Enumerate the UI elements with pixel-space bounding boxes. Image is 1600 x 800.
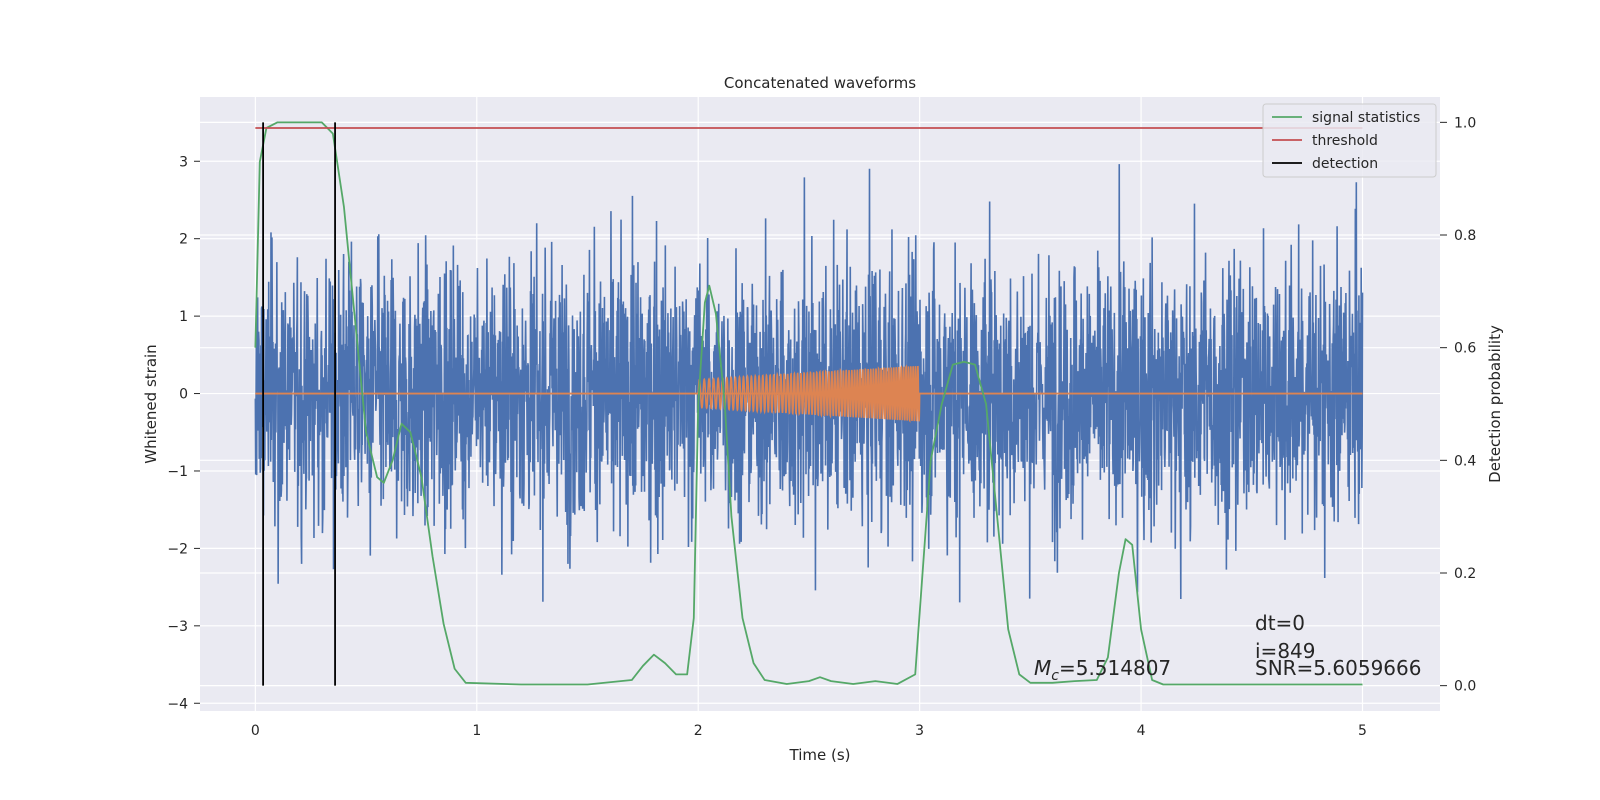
annotations: Mc=5.514807 dt=0 i=849 SNR=5.6059666 xyxy=(1034,611,1421,684)
y2-tick-label: 0.2 xyxy=(1454,566,1476,582)
y-tick-label: 2 xyxy=(179,232,188,248)
chart-title: Concatenated waveforms xyxy=(724,74,916,92)
x-axis-label: Time (s) xyxy=(789,746,851,764)
y2-tick-label: 0.0 xyxy=(1454,679,1476,695)
legend-label-threshold: threshold xyxy=(1312,133,1378,149)
chirp-mass-subscript: c xyxy=(1051,668,1059,684)
dt-annotation: dt=0 xyxy=(1255,611,1305,635)
y-tick-label: 1 xyxy=(179,309,188,325)
x-tick-label: 1 xyxy=(472,723,481,739)
x-tick-label: 0 xyxy=(251,723,260,739)
legend-label-signal-statistics: signal statistics xyxy=(1312,110,1420,126)
y-tick-label: −4 xyxy=(167,696,188,712)
x-tick-label: 4 xyxy=(1137,723,1146,739)
y2-tick-label: 1.0 xyxy=(1454,115,1476,131)
y-tick-label: −2 xyxy=(167,541,188,557)
signal-statistics-line xyxy=(254,121,1363,686)
y2-tick-label: 0.4 xyxy=(1454,453,1476,469)
y-tick-label: −3 xyxy=(167,619,188,635)
series-noise xyxy=(254,164,1364,603)
y-tick-label: 0 xyxy=(179,387,188,403)
x-tick-label: 5 xyxy=(1358,723,1367,739)
noise-trace xyxy=(254,164,1364,603)
legend-label-detection: detection xyxy=(1312,156,1378,172)
chirp-trace xyxy=(697,364,921,423)
y2-tick-label: 0.8 xyxy=(1454,228,1476,244)
x-tick-label: 3 xyxy=(915,723,924,739)
series-detection xyxy=(262,122,336,686)
legend: signal statistics threshold detection xyxy=(1262,103,1437,178)
index-annotation: i=849 xyxy=(1255,639,1316,663)
ticks: 0 1 2 3 4 5 −4 −3 −2 −1 0 1 2 3 0.0 0.2 0.4 0.6 0.8 1.0 xyxy=(167,115,1476,739)
y2-tick-label: 0.6 xyxy=(1454,341,1476,357)
y-tick-label: 3 xyxy=(179,154,188,170)
y-axis-label: Whitened strain xyxy=(142,344,160,463)
snr-annotation: SNR=5.6059666 xyxy=(1255,656,1421,680)
x-tick-label: 2 xyxy=(694,723,703,739)
chirp-mass-value: =5.514807 xyxy=(1059,656,1171,680)
series-signal-statistics xyxy=(254,121,1363,686)
y2-axis-label: Detection probability xyxy=(1486,325,1504,483)
chirp-mass-symbol: M xyxy=(1034,656,1051,680)
chirp-mass-annotation: Mc=5.514807 xyxy=(1034,656,1171,684)
y-tick-label: −1 xyxy=(167,464,188,480)
legend-box xyxy=(1262,103,1437,178)
series-chirp xyxy=(255,364,1363,423)
